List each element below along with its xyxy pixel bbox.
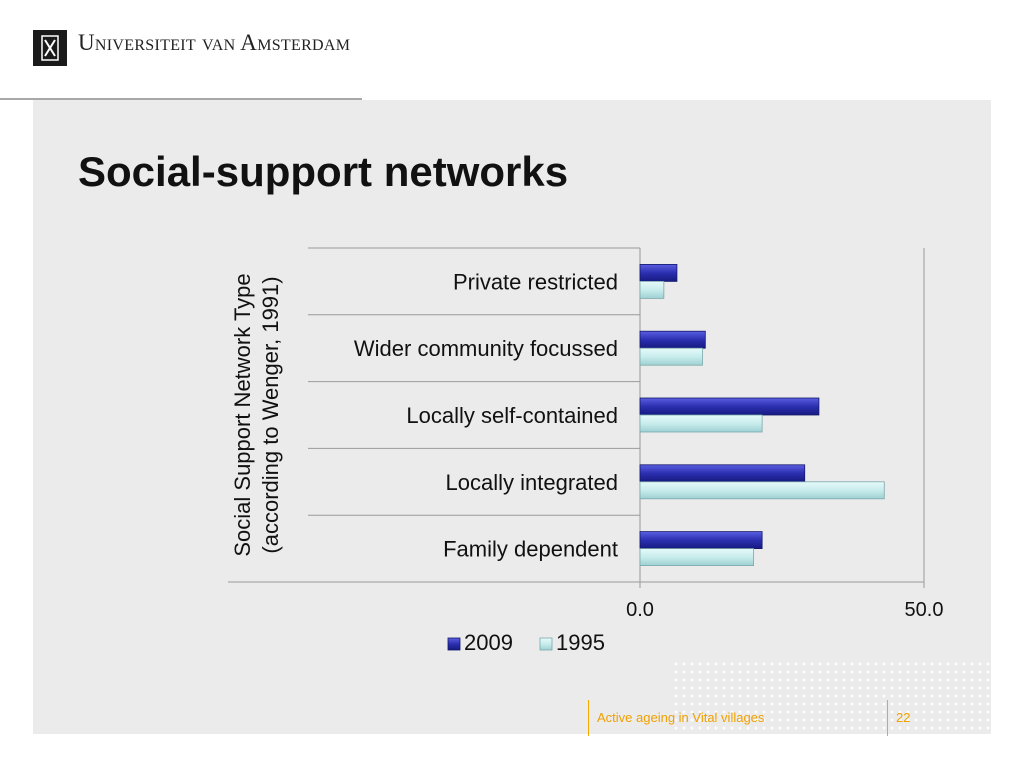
- bar-2009: [639, 330, 706, 349]
- header-divider: [0, 98, 362, 100]
- legend-label-1995: 1995: [556, 630, 605, 655]
- bar-2009: [639, 397, 820, 416]
- bar-2009: [639, 531, 763, 550]
- legend-label-2009: 2009: [464, 630, 513, 655]
- category-label: Private restricted: [453, 269, 618, 294]
- university-name: Universiteit van Amsterdam: [78, 30, 351, 55]
- slide-background: [33, 100, 991, 734]
- slide-title: Social-support networks: [78, 148, 569, 195]
- bar-1995: [639, 347, 703, 366]
- category-label: Wider community focussed: [354, 336, 618, 361]
- x-tick-label: 0.0: [626, 599, 654, 621]
- y-axis-title: Social Support Network Type (according to…: [230, 273, 283, 556]
- footer-divider-right: [887, 700, 888, 736]
- category-label: Family dependent: [443, 537, 618, 562]
- bar-1995: [639, 548, 754, 567]
- category-label: Locally integrated: [446, 470, 618, 495]
- x-tick-label: 50.0: [905, 599, 944, 621]
- category-label: Locally self-contained: [406, 403, 618, 428]
- dot-pattern: [672, 660, 991, 734]
- page-number: 22: [896, 710, 911, 725]
- bar-2009: [639, 263, 678, 282]
- legend-swatch-1995: [539, 637, 553, 651]
- y-axis-title-line: Social Support Network Type: [230, 273, 255, 556]
- footer-divider-left: [588, 700, 589, 736]
- footer-caption: Active ageing in Vital villages: [597, 710, 765, 725]
- y-axis-title-line: (according to Wenger, 1991): [258, 276, 283, 553]
- bar-1995: [639, 481, 885, 500]
- header: Universiteit van Amsterdam: [0, 0, 1024, 100]
- uva-shield-icon: [33, 30, 67, 66]
- bar-chart: Private restricted Wider community focuss…: [228, 247, 944, 655]
- bar-1995: [639, 414, 763, 433]
- bar-1995: [639, 281, 665, 299]
- legend-swatch-2009: [447, 637, 461, 651]
- bar-2009: [639, 464, 806, 483]
